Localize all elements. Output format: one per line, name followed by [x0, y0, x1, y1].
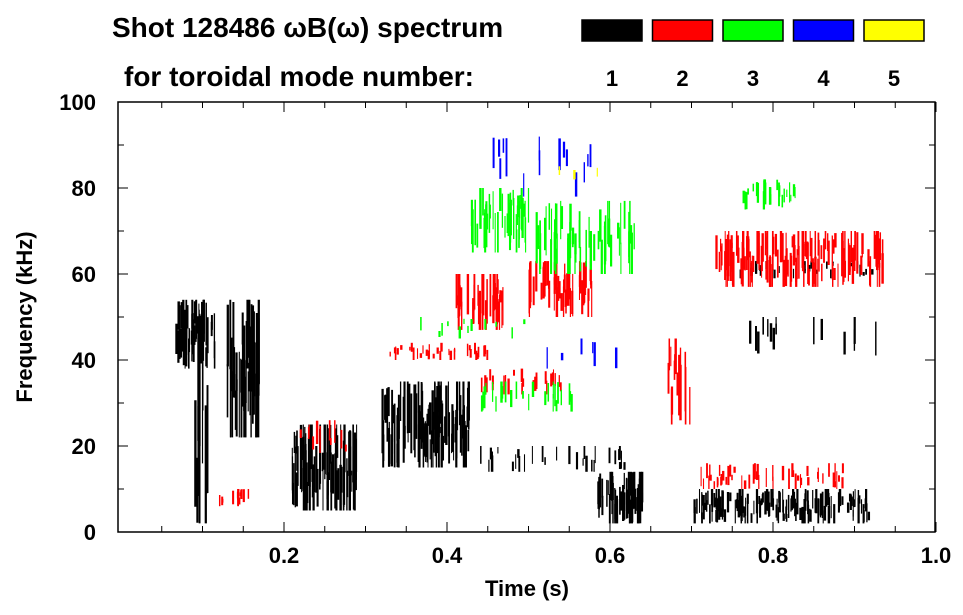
x-tick-label: 0.8: [758, 543, 789, 568]
mode-1-feature: [597, 471, 644, 524]
y-tick-label: 0: [84, 520, 96, 545]
x-tick-label: 0.6: [595, 543, 626, 568]
x-axis-label: Time (s): [485, 576, 569, 601]
mode-3-feature: [742, 179, 796, 210]
chart-title-line1: Shot 128486 ωB(ω) spectrum: [112, 12, 503, 43]
mode-1-feature: [194, 338, 209, 524]
mode-2-feature: [700, 463, 844, 489]
spectrogram-marks: [175, 136, 884, 524]
mode-2-feature: [389, 342, 489, 360]
y-tick-label: 80: [72, 176, 96, 201]
mode-1-feature: [381, 381, 470, 468]
plot-frame: [117, 101, 936, 533]
mode-2-feature: [455, 274, 504, 330]
mode-3-feature: [470, 188, 530, 253]
mode-5-feature: [558, 166, 598, 180]
mode-1-feature: [291, 424, 358, 511]
mode-1-feature: [175, 299, 216, 369]
mode-3-feature: [535, 200, 635, 274]
legend-swatch-mode-1: [581, 19, 643, 42]
mode-4-feature: [546, 338, 618, 369]
x-tick-label: 0.2: [269, 543, 300, 568]
y-tick-label: 20: [72, 434, 96, 459]
legend-swatch-mode-5: [863, 19, 925, 42]
y-tick-label: 40: [72, 348, 96, 373]
x-tick-label: 1.0: [921, 543, 952, 568]
mode-2-feature: [218, 489, 250, 507]
mode-2-feature: [667, 338, 691, 425]
mode-1-feature: [749, 317, 877, 356]
legend-swatch-mode-3: [722, 19, 784, 42]
mode-4-feature: [492, 136, 592, 197]
legend-label-mode-1: 1: [606, 66, 618, 91]
mode-1-feature: [693, 489, 871, 524]
legend-label-mode-2: 2: [676, 66, 688, 91]
axes: 0.2 0.4 0.6 0.8 1.0 0 20 40 60 80 100: [59, 90, 951, 568]
mode-1-feature: [480, 446, 626, 472]
mode-1-feature: [226, 299, 260, 438]
legend-label-mode-5: 5: [888, 66, 900, 91]
legend: 1 2 3 4 5: [581, 19, 925, 91]
y-tick-label: 60: [72, 262, 96, 287]
mode-2-feature: [715, 231, 884, 287]
y-axis-label: Frequency (kHz): [12, 231, 37, 402]
legend-label-mode-4: 4: [817, 66, 830, 91]
y-tick-label: 100: [59, 90, 96, 115]
mode-3-feature: [420, 317, 526, 339]
mode-2-feature: [528, 261, 593, 317]
legend-swatch-mode-4: [792, 19, 855, 42]
mode-2-feature: [299, 420, 347, 453]
x-tick-label: 0.4: [432, 543, 463, 568]
legend-label-mode-3: 3: [747, 66, 759, 91]
mode-3-feature: [480, 381, 573, 412]
legend-swatch-mode-2: [651, 19, 714, 42]
chart-title-line2: for toroidal mode number:: [124, 61, 474, 92]
